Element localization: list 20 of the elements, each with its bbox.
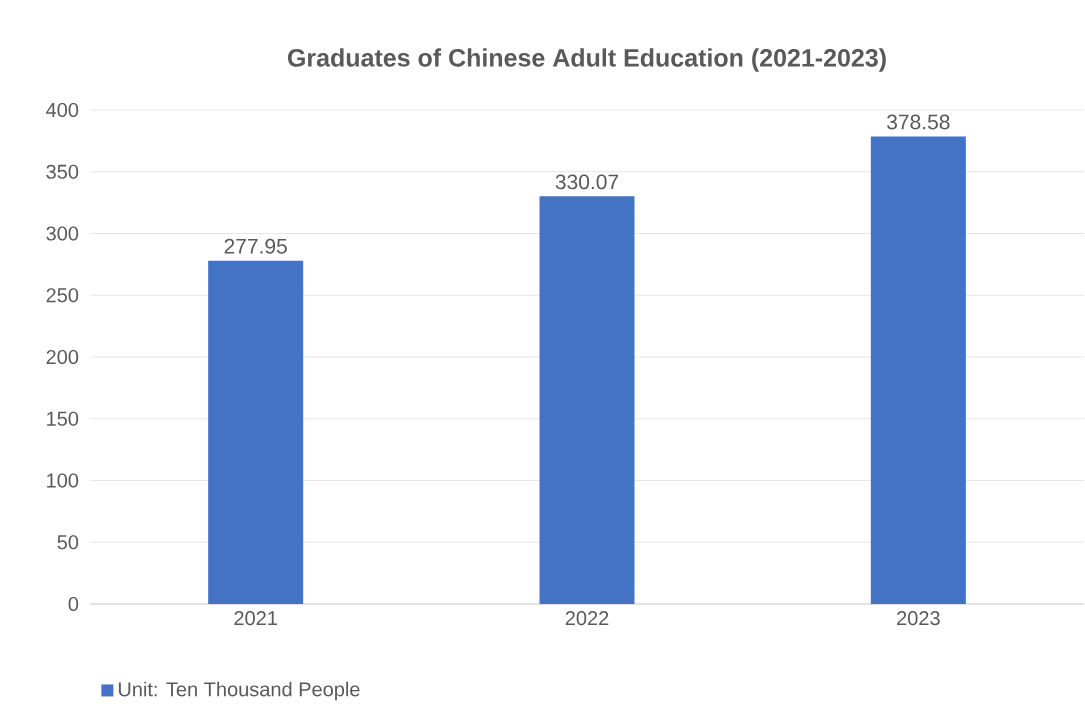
bar (870, 136, 966, 604)
y-tick-label: 200 (46, 349, 79, 365)
legend-label: Unit: Ten Thousand People (118, 681, 360, 701)
y-tick-label: 250 (46, 288, 79, 303)
y-tick-label: 100 (47, 473, 79, 488)
chart-title: Graduates of Chinese Adult Education (2021-2023) (287, 48, 886, 72)
x-tick-label: 2022 (565, 611, 609, 626)
x-tick-label: 2021 (234, 611, 277, 626)
data-label: 277.95 (224, 238, 287, 254)
y-tick-label: 150 (47, 411, 79, 426)
data-label: 378.58 (887, 114, 950, 130)
y-tick-label: 50 (57, 535, 79, 550)
y-tick-label: 350 (46, 164, 79, 179)
y-tick-label: 400 (46, 102, 79, 118)
y-tick-label: 300 (46, 226, 79, 241)
bar (539, 196, 635, 604)
y-tick-label: 0 (68, 596, 79, 612)
data-label: 330.07 (555, 174, 619, 190)
x-tick-label: 2023 (897, 611, 940, 626)
bar (208, 260, 304, 604)
